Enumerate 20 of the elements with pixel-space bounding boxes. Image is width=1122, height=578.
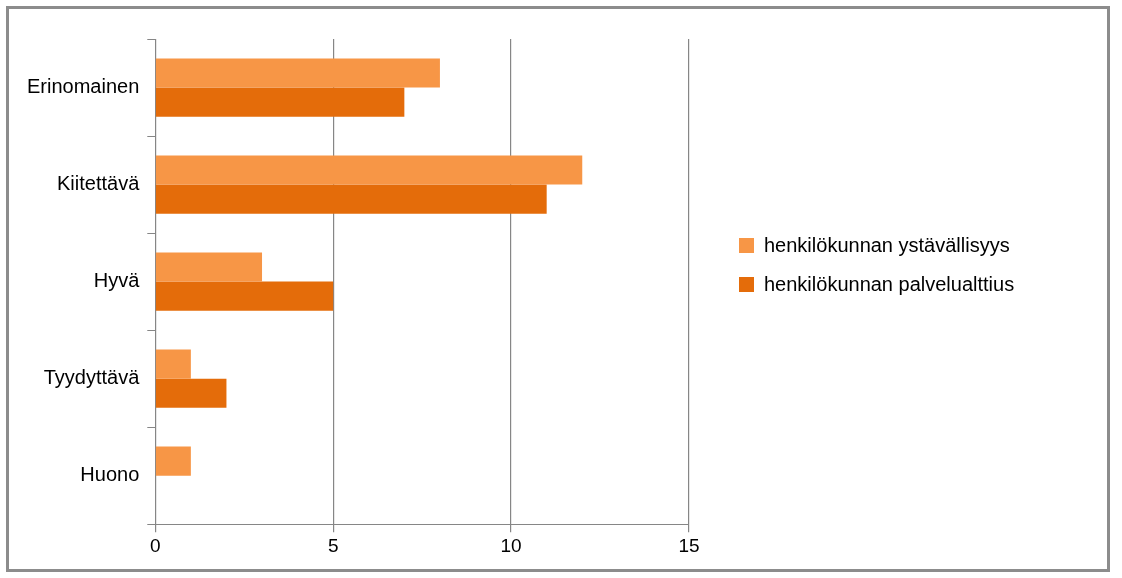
x-tick-label: 10 [500, 534, 522, 556]
y-tick-label: Tyydyttävä [43, 366, 141, 389]
x-tick-label: 15 [678, 534, 700, 556]
x-tick-label: 0 [150, 534, 161, 556]
bar [155, 378, 227, 408]
bar [155, 58, 440, 88]
y-tick-label: Hyvä [93, 269, 141, 292]
y-tick-label: Kiitettävä [57, 172, 141, 195]
bar [155, 252, 263, 282]
bar [155, 155, 583, 185]
legend-label: henkilökunnan ystävällisyys [764, 233, 1010, 258]
legend-label: henkilökunnan palvelualttius [764, 272, 1015, 297]
bar [155, 446, 191, 476]
x-tick-label: 5 [327, 534, 339, 556]
y-tick-label: Huono [80, 463, 140, 486]
y-tick-label: Erinomainen [26, 75, 140, 98]
bar [155, 184, 547, 214]
bar [155, 87, 405, 117]
bar [155, 281, 334, 311]
bar [155, 349, 191, 379]
